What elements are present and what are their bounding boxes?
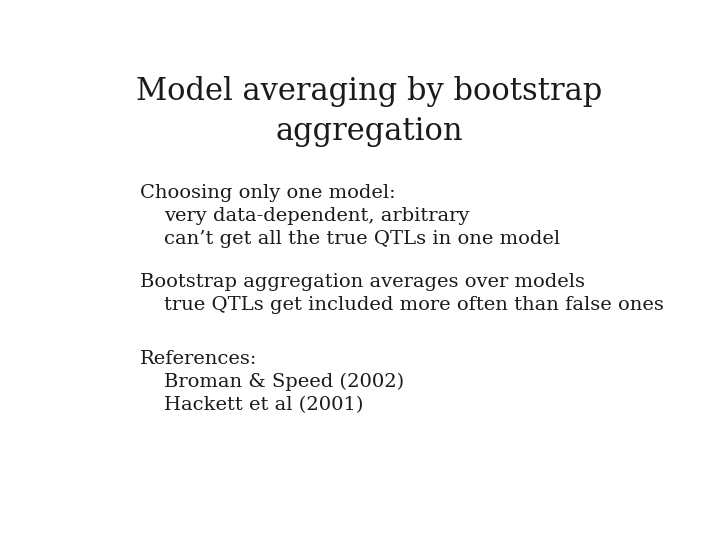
Text: Hackett et al (2001): Hackett et al (2001) xyxy=(163,396,363,414)
Text: can’t get all the true QTLs in one model: can’t get all the true QTLs in one model xyxy=(163,231,559,248)
Text: Model averaging by bootstrap
aggregation: Model averaging by bootstrap aggregation xyxy=(136,76,602,147)
Text: References:: References: xyxy=(140,350,258,368)
Text: true QTLs get included more often than false ones: true QTLs get included more often than f… xyxy=(163,296,664,314)
Text: very data-dependent, arbitrary: very data-dependent, arbitrary xyxy=(163,207,469,225)
Text: Choosing only one model:: Choosing only one model: xyxy=(140,184,396,202)
Text: Bootstrap aggregation averages over models: Bootstrap aggregation averages over mode… xyxy=(140,273,585,291)
Text: Broman & Speed (2002): Broman & Speed (2002) xyxy=(163,373,404,391)
